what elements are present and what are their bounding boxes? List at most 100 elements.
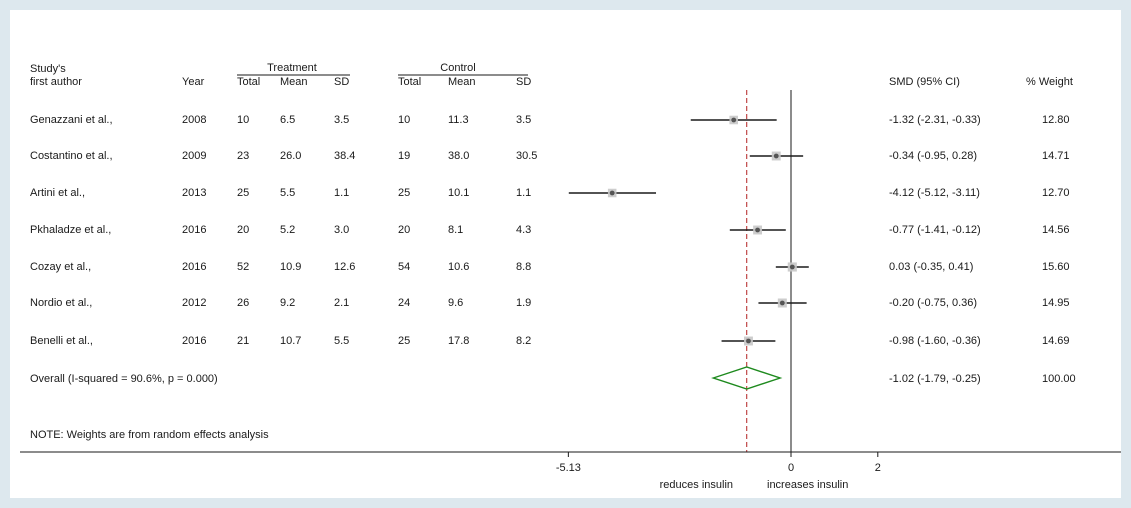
header-control-mean: Mean — [448, 76, 476, 88]
row-t-sd: 38.4 — [334, 150, 355, 162]
row-author: Cozay et al., — [30, 261, 91, 273]
row-c-total: 10 — [398, 114, 410, 126]
header-control: Control — [440, 62, 475, 74]
row-c-total: 20 — [398, 224, 410, 236]
row-t-mean: 9.2 — [280, 297, 295, 309]
forest-plot: Study's first author Year Treatment Tota… — [20, 62, 1121, 491]
header-weight: % Weight — [1026, 76, 1073, 88]
header-control-total: Total — [398, 76, 421, 88]
header-control-sd: SD — [516, 76, 531, 88]
row-t-total: 21 — [237, 335, 249, 347]
study-row: Costantino et al., 2009 23 26.0 38.4 19 … — [30, 150, 1070, 162]
row-t-total: 10 — [237, 114, 249, 126]
row-author: Genazzani et al., — [30, 114, 113, 126]
study-row: Pkhaladze et al., 2016 20 5.2 3.0 20 8.1… — [30, 224, 1070, 236]
row-t-total: 20 — [237, 224, 249, 236]
header-study-line2: first author — [30, 76, 82, 88]
study-row: Artini et al., 2013 25 5.5 1.1 25 10.1 1… — [30, 187, 1070, 199]
header-treatment-total: Total — [237, 76, 260, 88]
row-weight: 15.60 — [1042, 261, 1070, 273]
row-author: Nordio et al., — [30, 297, 92, 309]
row-t-mean: 5.5 — [280, 187, 295, 199]
row-ci-text: -1.32 (-2.31, -0.33) — [889, 114, 981, 126]
row-author: Artini et al., — [30, 187, 85, 199]
row-c-total: 19 — [398, 150, 410, 162]
row-c-sd: 8.2 — [516, 335, 531, 347]
row-c-mean: 11.3 — [448, 114, 469, 126]
row-ci-text: -0.34 (-0.95, 0.28) — [889, 150, 977, 162]
point-estimate — [773, 153, 779, 159]
study-row: Nordio et al., 2012 26 9.2 2.1 24 9.6 1.… — [30, 297, 1070, 309]
row-t-sd: 2.1 — [334, 297, 349, 309]
row-weight: 14.95 — [1042, 297, 1070, 309]
overall-label: Overall (I-squared = 90.6%, p = 0.000) — [30, 373, 218, 385]
row-t-mean: 10.9 — [280, 261, 301, 273]
row-c-mean: 9.6 — [448, 297, 463, 309]
row-t-mean: 5.2 — [280, 224, 295, 236]
plot-marks — [568, 90, 809, 452]
row-weight: 14.69 — [1042, 335, 1070, 347]
x-tick-label: 2 — [875, 462, 881, 474]
overall-diamond — [711, 366, 783, 390]
row-year: 2016 — [182, 261, 206, 273]
point-estimate — [746, 338, 751, 344]
row-c-total: 25 — [398, 335, 410, 347]
row-t-sd: 3.0 — [334, 224, 349, 236]
row-year: 2009 — [182, 150, 206, 162]
study-row: Genazzani et al., 2008 10 6.5 3.5 10 11.… — [30, 114, 1070, 126]
row-t-sd: 12.6 — [334, 261, 355, 273]
note-text: NOTE: Weights are from random effects an… — [30, 429, 269, 441]
row-t-sd: 1.1 — [334, 187, 349, 199]
row-t-mean: 26.0 — [280, 150, 301, 162]
header-treatment: Treatment — [267, 62, 317, 74]
row-weight: 14.71 — [1042, 150, 1070, 162]
study-row: Benelli et al., 2016 21 10.7 5.5 25 17.8… — [30, 335, 1070, 347]
row-c-mean: 17.8 — [448, 335, 469, 347]
row-c-sd: 1.1 — [516, 187, 531, 199]
header-treatment-sd: SD — [334, 76, 349, 88]
row-t-total: 25 — [237, 187, 249, 199]
row-author: Benelli et al., — [30, 335, 93, 347]
row-t-sd: 3.5 — [334, 114, 349, 126]
row-author: Costantino et al., — [30, 150, 113, 162]
row-c-mean: 8.1 — [448, 224, 463, 236]
study-rows: Genazzani et al., 2008 10 6.5 3.5 10 11.… — [30, 114, 1070, 347]
row-t-mean: 10.7 — [280, 335, 301, 347]
row-ci-text: -4.12 (-5.12, -3.11) — [889, 187, 980, 199]
row-c-sd: 3.5 — [516, 114, 531, 126]
x-tick-label: -5.13 — [556, 462, 581, 474]
row-ci-text: -0.98 (-1.60, -0.36) — [889, 335, 981, 347]
row-c-mean: 10.1 — [448, 187, 469, 199]
row-year: 2008 — [182, 114, 206, 126]
row-t-mean: 6.5 — [280, 114, 295, 126]
row-c-total: 25 — [398, 187, 410, 199]
row-weight: 12.80 — [1042, 114, 1070, 126]
header-year: Year — [182, 76, 205, 88]
row-c-sd: 30.5 — [516, 150, 537, 162]
row-c-sd: 1.9 — [516, 297, 531, 309]
row-author: Pkhaladze et al., — [30, 224, 111, 236]
row-c-mean: 38.0 — [448, 150, 469, 162]
point-estimate — [779, 300, 785, 306]
point-estimate — [755, 227, 760, 233]
overall-weight: 100.00 — [1042, 373, 1076, 385]
row-c-sd: 4.3 — [516, 224, 531, 236]
row-c-sd: 8.8 — [516, 261, 531, 273]
overall-ci-text: -1.02 (-1.79, -0.25) — [889, 373, 981, 385]
row-weight: 12.70 — [1042, 187, 1070, 199]
row-c-mean: 10.6 — [448, 261, 469, 273]
row-year: 2016 — [182, 335, 206, 347]
study-row: Cozay et al., 2016 52 10.9 12.6 54 10.6 … — [30, 261, 1070, 273]
row-c-total: 54 — [398, 261, 410, 273]
row-t-sd: 5.5 — [334, 335, 349, 347]
row-weight: 14.56 — [1042, 224, 1070, 236]
point-estimate — [609, 190, 615, 196]
point-estimate — [789, 264, 795, 270]
row-c-total: 24 — [398, 297, 410, 309]
x-axis-ticks: -5.13 0 2 — [556, 452, 881, 474]
x-axis-right-label: increases insulin — [767, 479, 848, 491]
forest-plot-panel: Study's first author Year Treatment Tota… — [10, 10, 1121, 498]
header-treatment-mean: Mean — [280, 76, 308, 88]
row-year: 2016 — [182, 224, 206, 236]
row-year: 2012 — [182, 297, 206, 309]
